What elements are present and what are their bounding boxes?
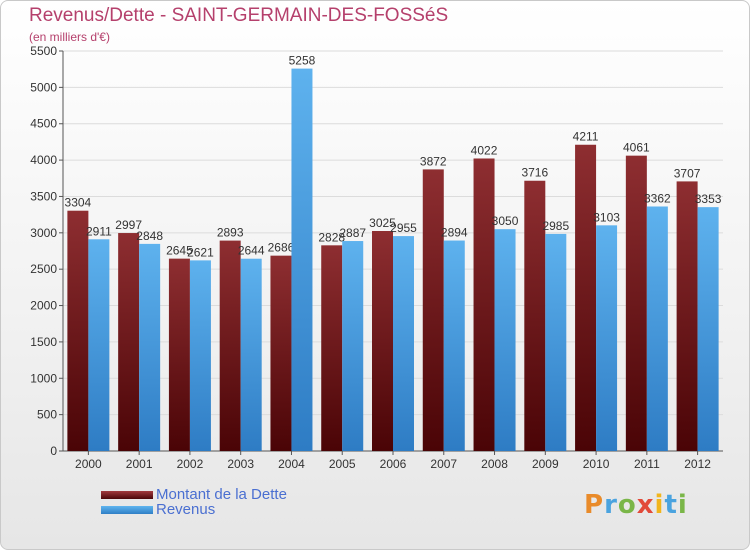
logo-letter: t <box>664 490 678 520</box>
chart-title: Revenus/Dette - SAINT-GERMAIN-DES-FOSSéS <box>29 5 449 26</box>
data-label: 3025 <box>369 216 396 230</box>
bar-revenus <box>342 241 364 451</box>
data-label: 3353 <box>695 192 722 206</box>
data-label: 5258 <box>289 54 316 68</box>
logo-letter: r <box>604 490 618 520</box>
data-label: 2893 <box>217 226 244 240</box>
data-label: 2985 <box>542 219 569 233</box>
x-tick-label: 2012 <box>684 457 711 471</box>
data-label: 2911 <box>86 224 112 238</box>
bar-dette <box>168 258 190 451</box>
bar-revenus <box>240 258 262 451</box>
y-tick-label: 2000 <box>30 299 57 313</box>
y-tick-label: 0 <box>50 444 57 458</box>
bar-dette <box>422 169 444 451</box>
x-tick-label: 2010 <box>583 457 610 471</box>
y-tick-label: 2500 <box>30 262 57 276</box>
data-label: 2894 <box>441 226 468 240</box>
y-tick-label: 1000 <box>30 371 57 385</box>
x-tick-label: 2005 <box>329 457 356 471</box>
data-label: 2848 <box>136 229 163 243</box>
data-label: 3304 <box>65 196 92 210</box>
y-tick-label: 1500 <box>30 335 57 349</box>
data-label: 3050 <box>492 214 519 228</box>
x-tick-label: 2011 <box>634 457 660 471</box>
bar-dette <box>625 155 647 451</box>
data-label: 3707 <box>674 166 701 180</box>
bar-revenus <box>393 236 414 451</box>
y-tick-label: 5000 <box>30 80 57 94</box>
x-tick-label: 2000 <box>75 457 102 471</box>
data-label: 3103 <box>593 210 620 224</box>
bar-dette <box>219 240 241 451</box>
proxiti-logo: Proxiti <box>584 490 688 520</box>
y-tick-label: 3000 <box>30 226 57 240</box>
data-label: 3362 <box>644 191 671 205</box>
bar-revenus <box>494 229 516 451</box>
logo-letter: x <box>636 490 655 520</box>
bar-dette <box>524 180 546 451</box>
y-tick-label: 3500 <box>30 189 57 203</box>
bar-revenus <box>291 68 313 451</box>
bar-dette <box>321 245 343 451</box>
x-tick-label: 2006 <box>380 457 407 471</box>
y-tick-label: 4000 <box>30 153 57 167</box>
data-label: 2828 <box>318 230 345 244</box>
data-label: 4061 <box>623 141 650 155</box>
y-tick-label: 500 <box>37 408 57 422</box>
data-label: 2686 <box>268 241 295 255</box>
logo-letter: o <box>617 490 637 520</box>
bar-revenus <box>545 233 567 451</box>
chart-subtitle: (en milliers d'€) <box>29 30 110 44</box>
y-tick-label: 4500 <box>30 117 57 131</box>
x-tick-label: 2007 <box>430 457 457 471</box>
bar-dette <box>118 233 140 451</box>
data-label: 2645 <box>166 244 193 258</box>
bar-revenus <box>139 243 161 451</box>
data-label: 4211 <box>573 130 599 144</box>
logo-letter: P <box>584 490 605 520</box>
logo-letter: i <box>677 490 688 520</box>
data-label: 2644 <box>238 244 265 258</box>
x-tick-label: 2008 <box>481 457 508 471</box>
y-tick-label: 5500 <box>30 44 57 58</box>
data-label: 4022 <box>471 143 498 157</box>
bar-revenus <box>189 260 211 451</box>
data-label: 2955 <box>390 221 417 235</box>
legend-swatch-dette <box>101 491 153 499</box>
legend-swatch-revenus <box>101 506 153 514</box>
x-tick-label: 2001 <box>126 457 153 471</box>
bar-dette <box>473 158 495 451</box>
bar-revenus <box>697 207 719 451</box>
logo-letter: i <box>654 490 665 520</box>
bar-dette <box>676 181 698 451</box>
x-tick-label: 2002 <box>177 457 204 471</box>
bar-revenus <box>596 225 618 451</box>
x-tick-label: 2004 <box>278 457 305 471</box>
data-label: 2621 <box>187 245 214 259</box>
bar-dette <box>270 255 292 451</box>
legend-label-revenus: Revenus <box>156 501 216 518</box>
data-label: 3872 <box>420 154 447 168</box>
x-tick-label: 2009 <box>532 457 559 471</box>
bar-dette <box>575 144 597 451</box>
bar-dette <box>67 210 89 451</box>
data-label: 3716 <box>521 166 548 180</box>
legend-label-dette: Montant de la Dette <box>156 486 287 503</box>
data-label: 2887 <box>339 226 366 240</box>
bar-dette <box>372 231 393 451</box>
bar-revenus <box>88 239 110 451</box>
data-label: 2997 <box>115 218 142 232</box>
x-tick-label: 2003 <box>227 457 254 471</box>
bar-revenus <box>443 240 465 451</box>
bar-revenus <box>646 206 668 451</box>
